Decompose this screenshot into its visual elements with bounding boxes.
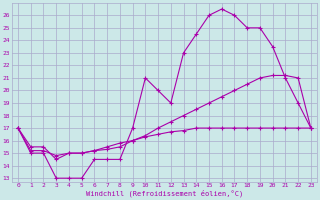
X-axis label: Windchill (Refroidissement éolien,°C): Windchill (Refroidissement éolien,°C) <box>86 190 243 197</box>
